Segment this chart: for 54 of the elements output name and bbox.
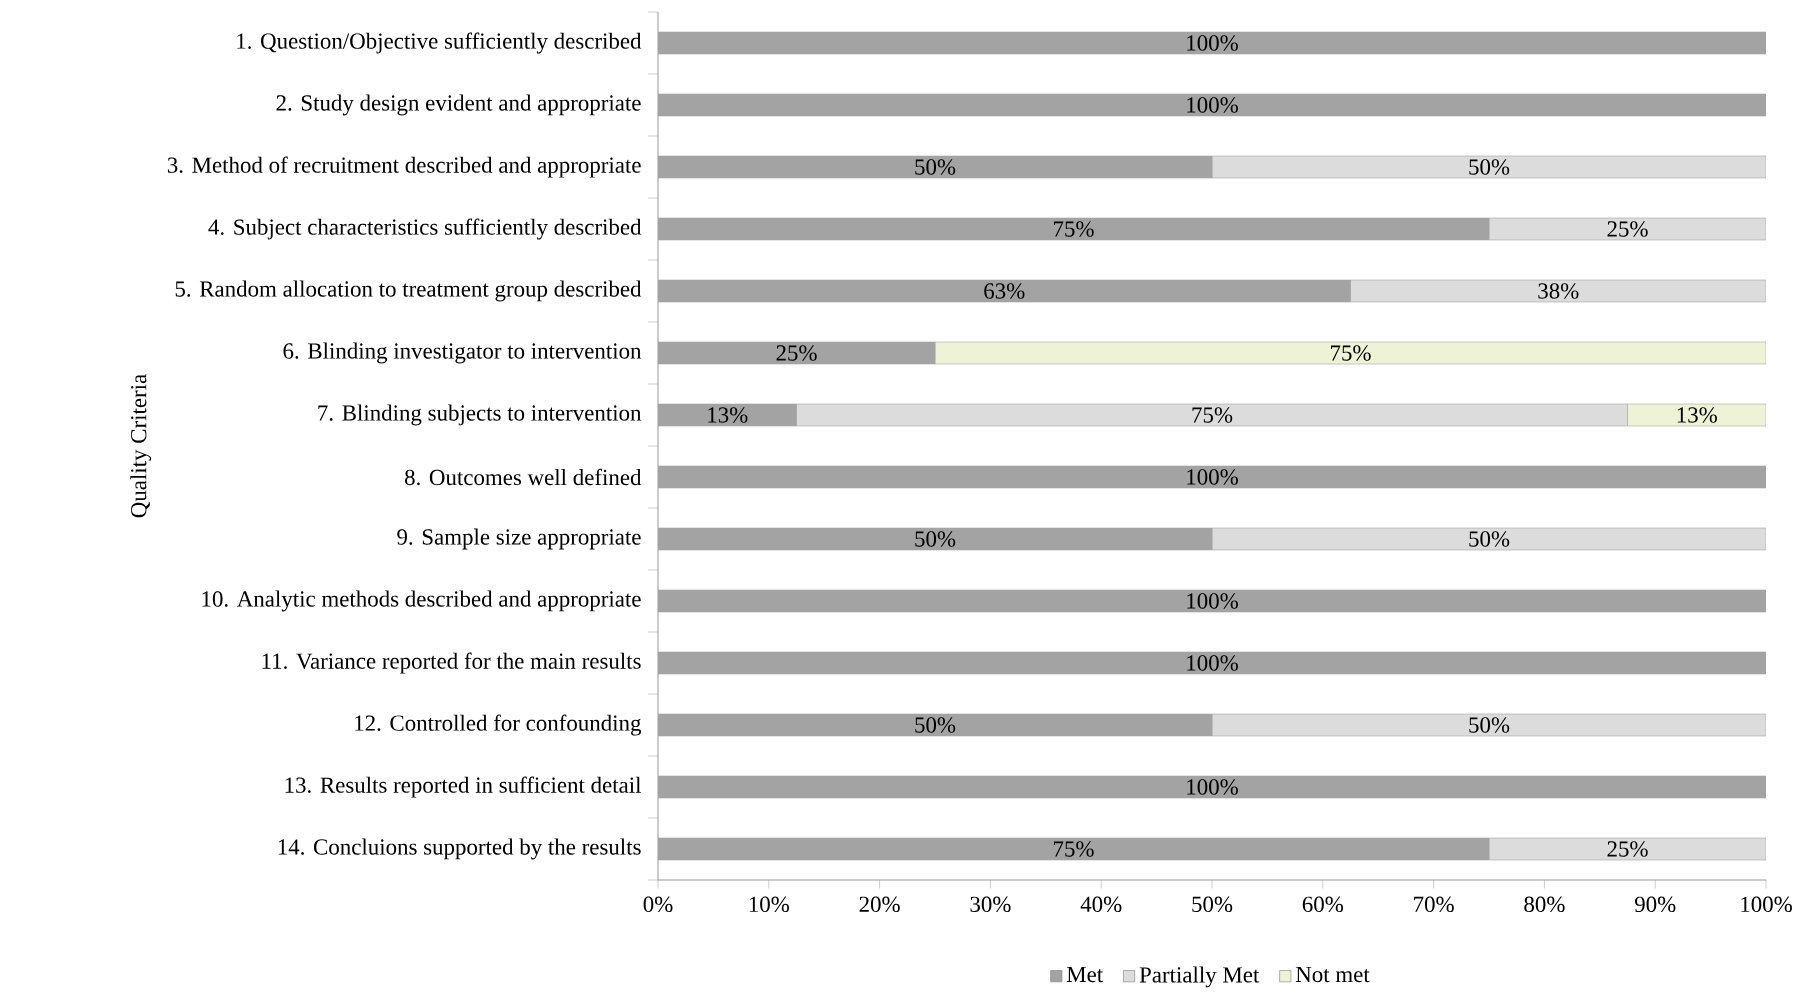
- y-tick-label: 12. Controlled for confounding: [355, 714, 642, 736]
- y-tick-label: 4. Subject characteristics sufficiently described: [208, 218, 642, 240]
- data-label: 75%: [1192, 407, 1233, 423]
- y-tick-label: 11. Variance reported for the main results: [262, 652, 641, 674]
- x-tick-label: 20%: [859, 896, 900, 913]
- data-label: 25%: [1607, 221, 1648, 237]
- x-tick-label: 0%: [643, 896, 673, 913]
- data-label: 100%: [1187, 779, 1238, 795]
- data-label: 100%: [1187, 655, 1238, 671]
- data-label: 100%: [1187, 469, 1238, 485]
- data-label: 75%: [1331, 345, 1371, 361]
- x-tick-label: 10%: [749, 896, 790, 913]
- data-label: 75%: [1054, 841, 1094, 857]
- y-tick-label: 3. Method of recruitment described and appropriate: [167, 156, 641, 178]
- x-tick-label: 80%: [1524, 896, 1565, 913]
- legend-label: Not met: [1295, 966, 1370, 983]
- data-label: 50%: [915, 717, 956, 733]
- y-tick-label: 9. Sample size appropriate: [397, 528, 641, 550]
- data-label: 25%: [1607, 841, 1648, 857]
- legend-label: Met: [1066, 966, 1104, 983]
- x-tick-label: 90%: [1634, 896, 1676, 913]
- bar: [796, 403, 1628, 427]
- x-tick-label: 40%: [1080, 896, 1122, 913]
- data-label: 38%: [1538, 283, 1579, 299]
- x-tick-label: 60%: [1302, 896, 1344, 913]
- y-tick-label: 10. Analytic methods described and appropriate: [202, 590, 641, 612]
- y-tick-label: 6. Blinding investigator to intervention: [283, 342, 642, 364]
- x-tick-label: 30%: [970, 896, 1011, 913]
- data-label: 75%: [1054, 221, 1094, 237]
- y-tick-label: 2. Study design evident and appropriate: [276, 94, 641, 116]
- bar: [934, 341, 1767, 365]
- legend-label: Partially Met: [1139, 966, 1260, 988]
- data-label: 50%: [915, 159, 956, 175]
- data-label: 100%: [1187, 593, 1238, 609]
- x-tick-label: 50%: [1192, 896, 1233, 913]
- data-label: 13%: [1677, 407, 1717, 423]
- y-tick-label: 8. Outcomes well defined: [404, 468, 642, 486]
- data-label: 50%: [1469, 717, 1510, 733]
- data-label: 25%: [776, 345, 817, 361]
- data-label: 50%: [915, 531, 956, 547]
- data-label: 50%: [1469, 531, 1510, 547]
- y-axis-title: Quality Criteria: [130, 374, 152, 518]
- y-tick-label: 14. Concluions supported by the results: [278, 838, 641, 860]
- y-tick-label: 13. Results reported in sufficient detail: [285, 776, 642, 798]
- data-label: 100%: [1187, 35, 1238, 51]
- data-label: 50%: [1469, 159, 1510, 175]
- data-label: 100%: [1187, 97, 1238, 113]
- y-tick-label: 7. Blinding subjects to intervention: [318, 404, 642, 426]
- data-label: 13%: [708, 407, 748, 423]
- y-tick-label: 5. Random allocation to treatment group described: [175, 280, 642, 302]
- x-tick-label: 70%: [1414, 896, 1454, 913]
- x-tick-label: 100%: [1741, 896, 1792, 913]
- data-label: 63%: [984, 283, 1025, 299]
- y-tick-label: 1. Question/Objective sufficiently described: [237, 32, 642, 54]
